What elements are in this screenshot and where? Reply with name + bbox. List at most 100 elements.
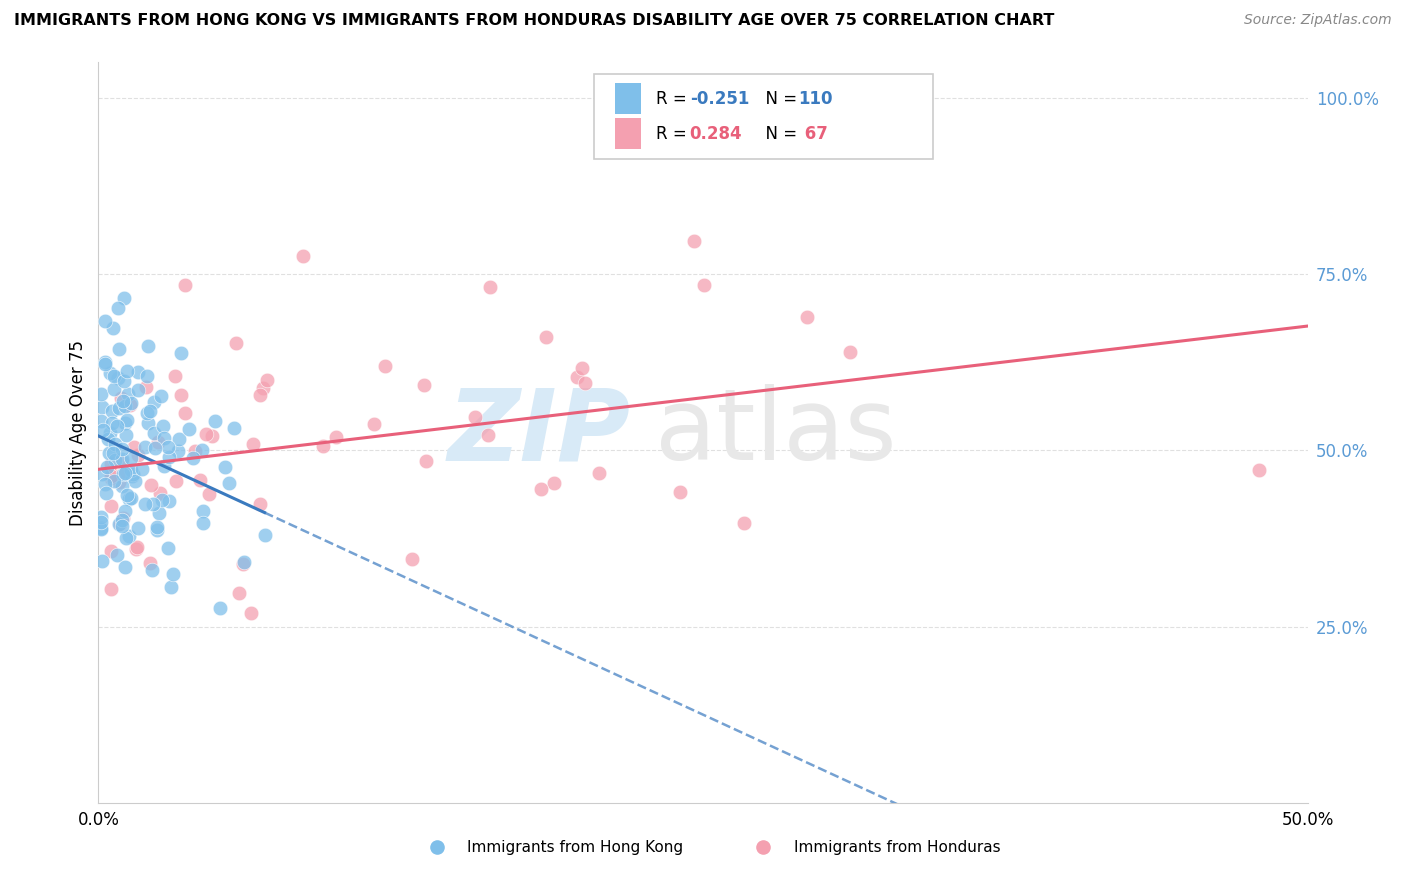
Point: [90, 400, 112, 414]
Point: [139, 556, 162, 570]
Point: [464, 410, 486, 425]
Point: [565, 370, 588, 384]
Point: [111, 467, 134, 481]
Point: [1249, 463, 1271, 477]
Point: [183, 450, 205, 465]
Point: [170, 388, 193, 402]
Point: [101, 445, 124, 459]
Point: [312, 439, 335, 453]
Point: [325, 430, 347, 444]
Point: [143, 442, 166, 456]
Y-axis label: Disability Age Over 75: Disability Age Over 75: [69, 340, 87, 525]
Point: [107, 301, 129, 315]
Point: [153, 458, 176, 473]
Point: [115, 464, 138, 478]
Point: [111, 394, 134, 409]
Point: [100, 543, 122, 558]
Point: [415, 454, 437, 468]
Point: [97, 432, 120, 446]
Point: [134, 497, 156, 511]
Point: [190, 442, 212, 457]
Point: [111, 451, 134, 466]
Point: [127, 520, 149, 534]
Point: [121, 469, 143, 483]
Point: [110, 479, 132, 493]
Point: [90, 467, 112, 481]
Point: [100, 499, 122, 513]
Point: [117, 387, 139, 401]
Point: [104, 453, 127, 467]
Point: [141, 563, 163, 577]
Point: [127, 383, 149, 397]
Point: [111, 442, 134, 457]
Point: [374, 359, 396, 373]
Point: [191, 516, 214, 530]
Point: [363, 417, 385, 431]
Point: [127, 365, 149, 379]
Point: [152, 419, 174, 434]
Point: [97, 446, 120, 460]
Point: [139, 404, 162, 418]
Point: [103, 475, 125, 489]
Point: [765, 838, 787, 852]
Point: [111, 513, 134, 527]
Point: [242, 437, 264, 451]
Point: [98, 426, 121, 441]
Point: [401, 552, 423, 566]
Point: [683, 235, 706, 249]
Point: [100, 469, 122, 483]
Point: [112, 292, 135, 306]
Point: [90, 387, 112, 401]
Point: [90, 414, 112, 428]
Text: R =: R =: [655, 125, 692, 143]
Text: 0.284: 0.284: [690, 125, 742, 143]
Point: [107, 517, 129, 532]
Point: [94, 357, 117, 371]
Point: [120, 396, 142, 410]
Point: [100, 457, 122, 471]
Point: [200, 428, 222, 442]
Point: [139, 477, 162, 491]
Text: Immigrants from Hong Kong: Immigrants from Hong Kong: [467, 839, 683, 855]
Point: [114, 504, 136, 518]
Point: [477, 428, 499, 442]
Point: [115, 413, 138, 427]
Text: atlas: atlas: [655, 384, 896, 481]
Point: [103, 369, 125, 384]
Point: [111, 455, 134, 469]
Text: Immigrants from Honduras: Immigrants from Honduras: [793, 839, 1000, 855]
Point: [100, 582, 122, 597]
Point: [105, 419, 128, 434]
Point: [256, 373, 278, 387]
Point: [143, 395, 166, 409]
FancyBboxPatch shape: [614, 83, 641, 114]
Point: [138, 338, 160, 352]
Point: [222, 421, 245, 435]
Point: [174, 278, 197, 293]
Point: [100, 471, 122, 485]
Point: [214, 459, 236, 474]
Point: [167, 433, 190, 447]
Point: [122, 440, 145, 454]
Point: [156, 541, 179, 556]
Point: [149, 389, 172, 403]
Point: [733, 516, 755, 531]
Point: [120, 463, 142, 477]
Point: [204, 414, 226, 428]
Point: [228, 586, 250, 600]
FancyBboxPatch shape: [595, 73, 932, 159]
Point: [111, 519, 134, 533]
Point: [117, 488, 139, 502]
Point: [249, 497, 271, 511]
Point: [107, 401, 129, 416]
Point: [165, 474, 187, 488]
Point: [105, 548, 128, 562]
Point: [90, 521, 112, 535]
Point: [115, 427, 138, 442]
Point: [146, 520, 169, 534]
Point: [693, 278, 716, 293]
Point: [135, 380, 157, 394]
Point: [110, 391, 132, 405]
Point: [190, 473, 212, 487]
Point: [101, 416, 124, 430]
